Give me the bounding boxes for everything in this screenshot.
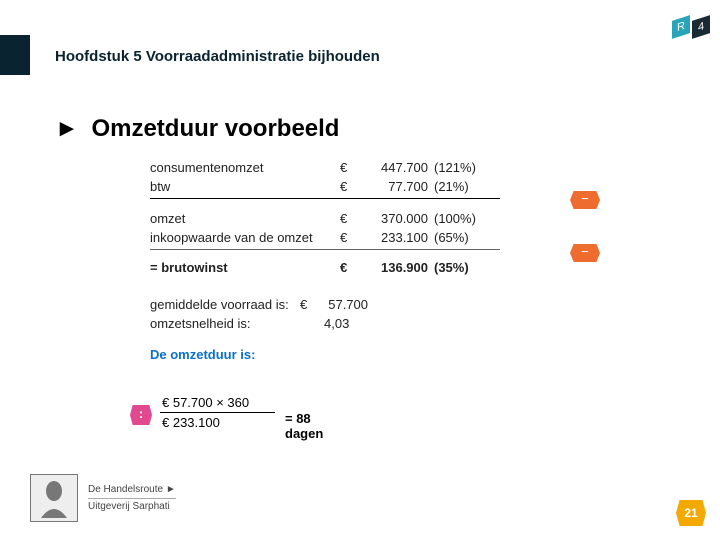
heading-arrow-icon: ► [55, 115, 79, 142]
left-tab-decor [0, 35, 30, 75]
footer-portrait-icon [30, 474, 78, 522]
row-gem-voorraad: gemiddelde voorraad is: € 57.700 [150, 295, 570, 314]
divider [150, 249, 500, 250]
percent: (35%) [428, 260, 478, 275]
label: consumentenomzet [150, 160, 340, 175]
amount: 77.700 [358, 179, 428, 194]
currency: € [340, 160, 358, 175]
page-number-badge: 21 [676, 500, 706, 526]
slide-heading: ► Omzetduur voorbeeld [55, 115, 339, 143]
label: omzet [150, 211, 340, 226]
amount: 57.700 [318, 297, 368, 312]
row-brutowinst: = brutowinst € 136.900 (35%) [150, 258, 570, 277]
label: inkoopwaarde van de omzet [150, 230, 340, 245]
fraction-line [160, 412, 275, 413]
row-consumentenomzet: consumentenomzet € 447.700 (121%) [150, 158, 570, 177]
label: btw [150, 179, 340, 194]
amount: 447.700 [358, 160, 428, 175]
chapter-title: Hoofdstuk 5 Voorraadadministratie bijhou… [55, 48, 380, 65]
amount: 136.900 [358, 260, 428, 275]
footer-text: De Handelsroute ► Uitgeverij Sarphati [88, 483, 176, 514]
formula-numerator: € 57.700 × 360 [160, 395, 275, 410]
currency: € [340, 260, 358, 275]
omzetduur-label: De omzetduur is: [150, 347, 570, 362]
footer-line-1: De Handelsroute ► [88, 483, 176, 499]
calculation-table: consumentenomzet € 447.700 (121%) btw € … [150, 158, 570, 362]
footer-line-2: Uitgeverij Sarphati [88, 500, 176, 514]
label: = brutowinst [150, 260, 340, 275]
row-omzet: omzet € 370.000 (100%) [150, 209, 570, 228]
footer: De Handelsroute ► Uitgeverij Sarphati [30, 474, 176, 522]
amount: 4,03 [318, 316, 368, 331]
percent: (100%) [428, 211, 478, 226]
minus-operator-icon: − [570, 244, 600, 262]
heading-text: Omzetduur voorbeeld [91, 115, 339, 142]
currency: € [340, 211, 358, 226]
label: gemiddelde voorraad is: [150, 297, 300, 312]
minus-operator-icon: − [570, 191, 600, 209]
percent: (121%) [428, 160, 478, 175]
formula: : € 57.700 × 360 € 233.100 = 88 dagen [160, 395, 275, 430]
currency [300, 316, 318, 331]
percent: (21%) [428, 179, 478, 194]
formula-result: = 88 dagen [285, 411, 323, 441]
currency: € [300, 297, 318, 312]
label: omzetsnelheid is: [150, 316, 300, 331]
row-omzetsnelheid: omzetsnelheid is: 4,03 [150, 314, 570, 333]
corner-badge-4: 4 [692, 15, 710, 39]
divide-operator-icon: : [130, 405, 152, 425]
percent: (65%) [428, 230, 478, 245]
divider [150, 198, 500, 199]
amount: 370.000 [358, 211, 428, 226]
formula-denominator: € 233.100 [160, 415, 275, 430]
currency: € [340, 179, 358, 194]
row-inkoopwaarde: inkoopwaarde van de omzet € 233.100 (65%… [150, 228, 570, 247]
currency: € [340, 230, 358, 245]
corner-ribbon: R 4 [620, 0, 720, 60]
corner-badge-r: R [672, 15, 690, 39]
row-btw: btw € 77.700 (21%) [150, 177, 570, 196]
amount: 233.100 [358, 230, 428, 245]
